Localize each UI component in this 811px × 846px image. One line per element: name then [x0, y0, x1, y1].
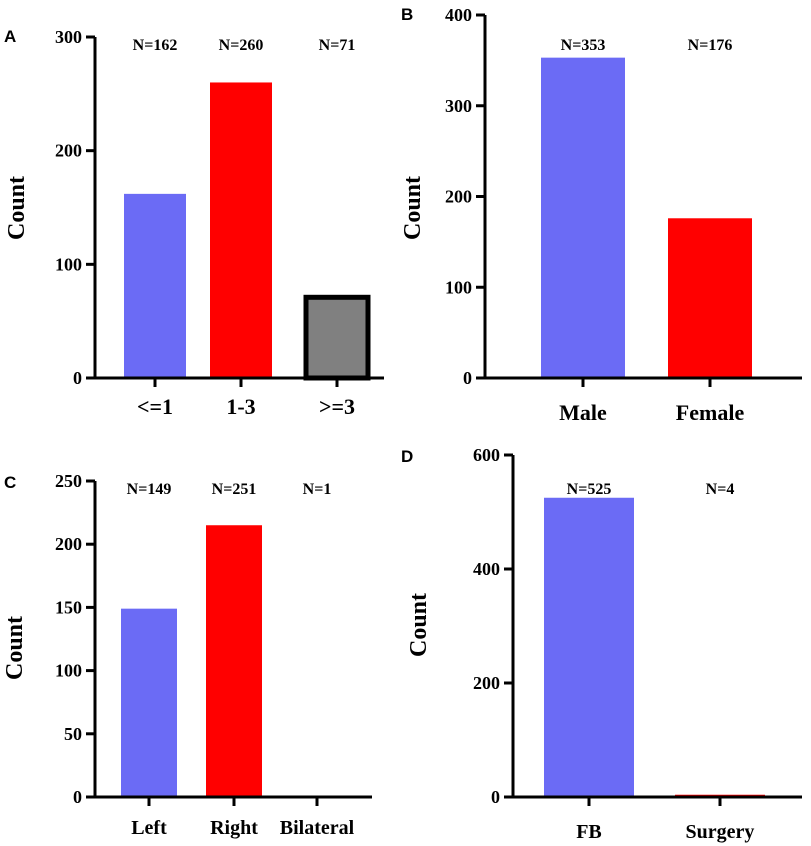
bar-female — [668, 218, 752, 378]
data-label: N=1 — [303, 481, 332, 498]
data-label: N=162 — [133, 37, 178, 54]
y-axis-label: Count — [406, 593, 432, 657]
panel-letter: C — [4, 473, 16, 492]
x-tick-label: >=3 — [319, 394, 355, 419]
y-tick-label: 150 — [55, 597, 82, 617]
x-tick-label: FB — [576, 821, 602, 843]
panel-b: B Count 0 100 200 300 400 Male N=353 Female N=176 — [400, 5, 802, 425]
data-label: N=525 — [567, 481, 612, 498]
bar-1-3 — [210, 82, 272, 378]
y-tick-label: 200 — [445, 187, 472, 207]
axes — [483, 15, 802, 380]
bar-male — [541, 57, 625, 379]
data-label: N=4 — [706, 481, 735, 498]
panel-letter: A — [4, 27, 16, 46]
y-tick-label: 600 — [473, 445, 500, 465]
x-tick-label: Female — [676, 400, 745, 425]
data-label: N=149 — [127, 481, 172, 498]
y-tick-label: 300 — [445, 96, 472, 116]
y-tick-label: 300 — [55, 27, 82, 47]
y-tick-label: 0 — [73, 368, 82, 388]
bar-fb — [544, 497, 634, 797]
bar-right — [206, 525, 262, 797]
y-tick-label: 100 — [55, 661, 82, 681]
y-axis-label: Count — [2, 616, 28, 680]
data-label: N=353 — [561, 37, 606, 54]
y-tick-label: 400 — [473, 559, 500, 579]
x-tick-label: Surgery — [686, 821, 755, 843]
y-tick-label: 400 — [445, 5, 472, 25]
y-tick-label: 50 — [64, 724, 82, 744]
panel-c: C Count 0 50 100 150 200 250 Left N=149 Right N=251… — [2, 471, 372, 839]
y-axis-label: Count — [400, 176, 426, 240]
x-tick-label: Right — [210, 817, 258, 839]
x-tick-label: Bilateral — [280, 817, 355, 839]
y-tick-label: 200 — [473, 673, 500, 693]
data-label: N=260 — [219, 37, 264, 54]
x-tick-label: <=1 — [137, 394, 173, 419]
x-tick-label: 1-3 — [226, 394, 255, 419]
panel-letter: D — [401, 447, 413, 466]
panel-letter: B — [401, 5, 413, 24]
y-tick-label: 100 — [445, 277, 472, 297]
y-tick-label: 250 — [55, 471, 82, 491]
x-tick-label: Male — [559, 400, 607, 425]
bar-left — [121, 608, 177, 797]
bar-3 — [303, 294, 371, 381]
x-tick-label: Left — [131, 817, 167, 839]
y-tick-label: 200 — [55, 534, 82, 554]
y-axis-label: Count — [4, 176, 30, 240]
y-tick-label: 0 — [491, 787, 500, 807]
y-tick-label: 200 — [55, 141, 82, 161]
data-label: N=71 — [319, 37, 356, 54]
y-tick-label: 0 — [463, 368, 472, 388]
y-tick-label: 0 — [73, 787, 82, 807]
data-label: N=176 — [688, 37, 733, 54]
bar-1 — [124, 193, 186, 378]
panel-a: A Count 0 100 200 300 <=1 N=162 1-3 N=260 >=3 N=71 — [4, 27, 384, 419]
panel-d: D Count 0 200 400 600 FB N=525 Surgery N=4 — [401, 445, 802, 843]
data-label: N=251 — [212, 481, 257, 498]
y-tick-label: 100 — [55, 254, 82, 274]
